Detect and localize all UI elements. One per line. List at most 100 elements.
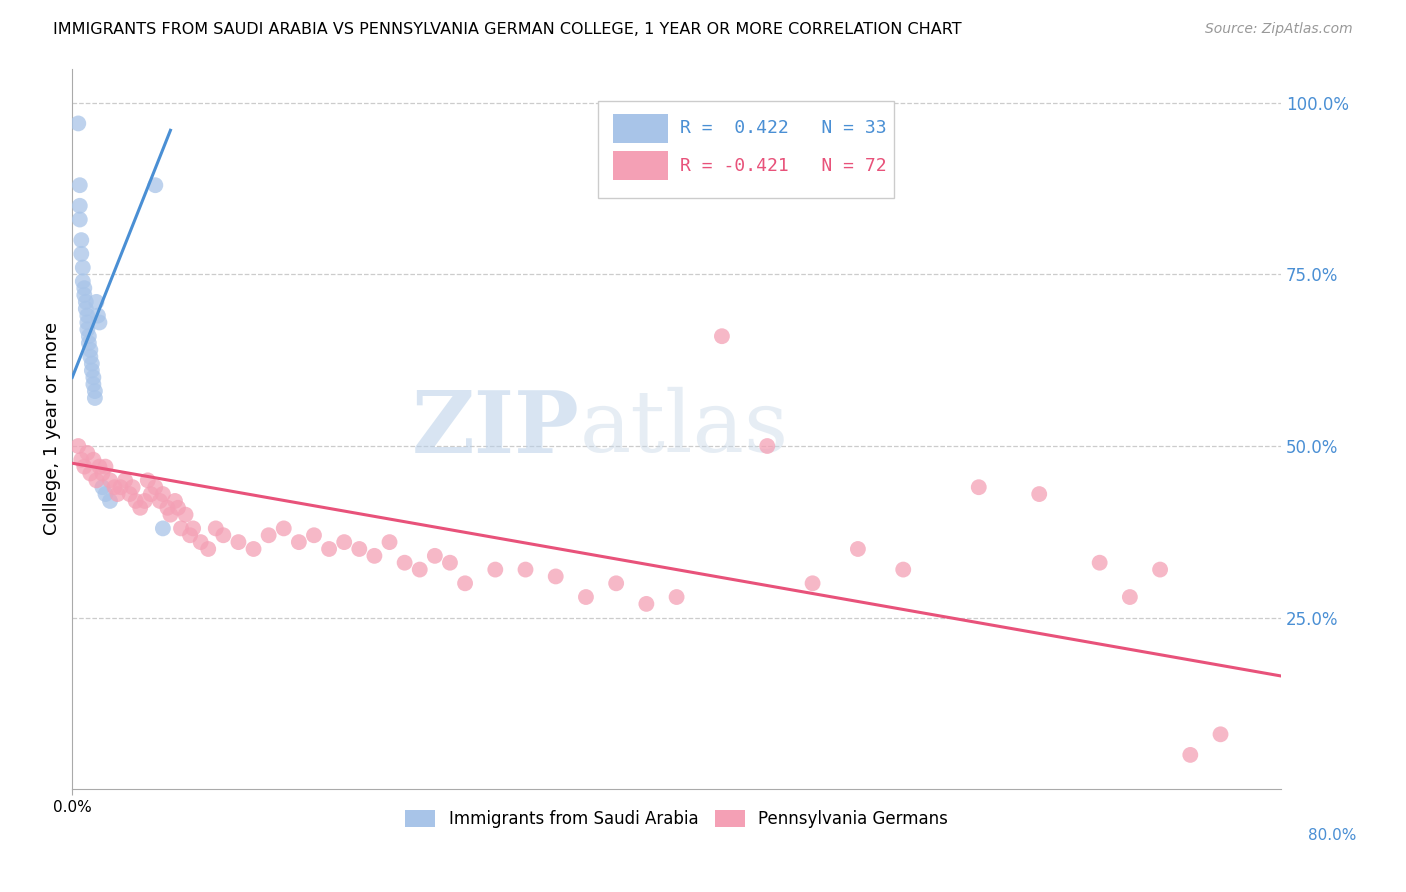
Point (125, 494, 148, 508)
Point (174, 508, 197, 522)
Point (136, 474, 159, 488)
Point (73, 281, 96, 295)
Point (288, 535, 311, 549)
Point (152, 521, 174, 535)
Point (91, 467, 114, 481)
Point (80, 357, 103, 371)
Point (891, 563, 914, 577)
Point (70, 452, 93, 467)
Point (170, 521, 193, 535)
Point (159, 508, 181, 522)
Point (273, 521, 295, 535)
Point (76, 446, 98, 460)
Point (204, 521, 226, 535)
Point (118, 487, 141, 501)
Point (129, 500, 152, 515)
Point (77, 336, 100, 351)
Text: ZIP: ZIP (412, 387, 579, 471)
Point (134, 494, 156, 508)
Point (149, 494, 172, 508)
Point (544, 569, 567, 583)
Text: IMMIGRANTS FROM SAUDI ARABIA VS PENNSYLVANIA GERMAN COLLEGE, 1 YEAR OR MORE CORR: IMMIGRANTS FROM SAUDI ARABIA VS PENNSYLV… (53, 22, 962, 37)
Point (515, 563, 537, 577)
Point (76, 322, 98, 336)
Point (1028, 487, 1050, 501)
Point (710, 329, 733, 343)
Text: Source: ZipAtlas.com: Source: ZipAtlas.com (1205, 22, 1353, 37)
Point (257, 528, 280, 542)
Point (409, 563, 432, 577)
Point (665, 590, 688, 604)
Point (76, 316, 98, 330)
Point (82, 370, 104, 384)
Point (363, 549, 385, 563)
Point (318, 541, 340, 556)
Point (636, 597, 658, 611)
FancyBboxPatch shape (613, 114, 668, 143)
Point (163, 494, 186, 508)
Point (143, 178, 166, 193)
Point (156, 500, 179, 515)
Point (67, 116, 90, 130)
Point (197, 541, 219, 556)
Point (167, 500, 190, 515)
Point (179, 528, 201, 542)
Point (69, 199, 91, 213)
Point (302, 528, 325, 542)
Point (94, 459, 117, 474)
Point (83, 391, 105, 405)
Point (87, 309, 110, 323)
Point (70, 247, 93, 261)
Point (423, 549, 446, 563)
Point (801, 576, 824, 591)
Point (91, 480, 114, 494)
Point (77, 329, 100, 343)
Point (242, 541, 264, 556)
Point (756, 439, 779, 453)
FancyBboxPatch shape (613, 152, 668, 180)
Point (83, 384, 105, 398)
Point (79, 343, 101, 357)
Point (72, 260, 94, 275)
Point (228, 535, 250, 549)
Point (1180, 747, 1202, 762)
Point (79, 350, 101, 364)
Point (86, 294, 108, 309)
Point (439, 556, 461, 570)
Point (79, 467, 101, 481)
Point (80, 363, 103, 377)
Point (86, 474, 108, 488)
Point (1088, 556, 1111, 570)
Point (98, 494, 121, 508)
Point (575, 590, 598, 604)
Point (152, 487, 174, 501)
Point (69, 178, 91, 193)
Point (394, 556, 416, 570)
Point (76, 309, 98, 323)
Point (143, 480, 166, 494)
Point (69, 212, 91, 227)
Point (121, 480, 143, 494)
Point (139, 487, 162, 501)
Point (75, 294, 97, 309)
Point (378, 535, 401, 549)
Point (1149, 563, 1171, 577)
Point (67, 439, 90, 453)
Point (846, 541, 869, 556)
Point (967, 480, 990, 494)
Point (605, 576, 627, 591)
Point (110, 480, 132, 494)
Point (212, 528, 235, 542)
Point (94, 487, 117, 501)
Point (89, 459, 111, 474)
Point (82, 377, 104, 392)
Point (89, 316, 111, 330)
Point (73, 459, 96, 474)
Point (484, 563, 506, 577)
Point (98, 474, 121, 488)
FancyBboxPatch shape (598, 101, 894, 198)
Legend: Immigrants from Saudi Arabia, Pennsylvania Germans: Immigrants from Saudi Arabia, Pennsylvan… (398, 804, 955, 835)
Point (72, 274, 94, 288)
Point (190, 535, 212, 549)
Point (75, 301, 97, 316)
